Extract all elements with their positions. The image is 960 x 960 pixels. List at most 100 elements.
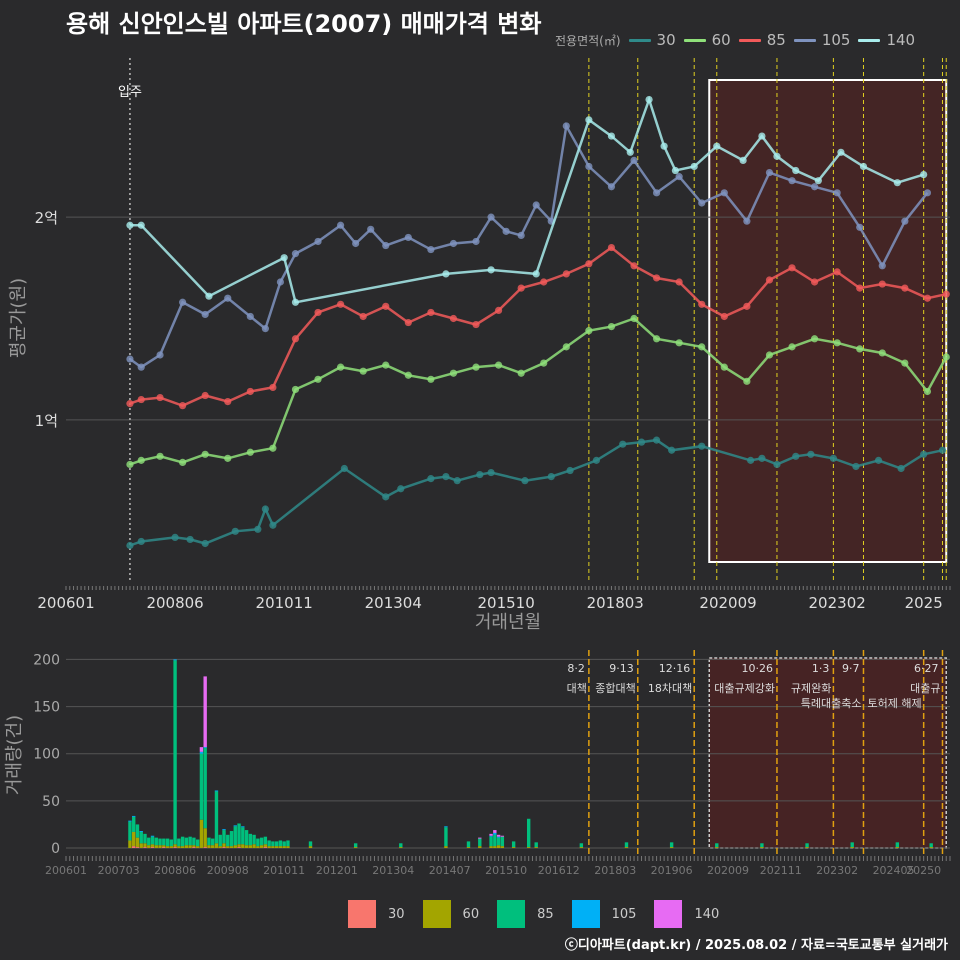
data-point-105 (698, 199, 706, 207)
legend-line-140 (858, 38, 881, 42)
volume-bar-60 (256, 846, 260, 848)
volume-bar-60 (177, 846, 181, 848)
data-point-85 (359, 312, 367, 321)
volume-bar-60 (466, 847, 471, 848)
volume-bar-85 (177, 838, 181, 847)
bar-legend-swatch-140 (654, 900, 683, 928)
volume-bar-30 (135, 847, 140, 848)
data-point-60 (427, 375, 435, 383)
volume-bar-85 (222, 830, 226, 844)
volume-bar-85 (139, 831, 143, 844)
volume-bar-30 (222, 847, 226, 848)
top-x-tick-label: 2025 (905, 594, 943, 612)
bottom-x-tick-label: 201803 (594, 864, 636, 877)
data-point-85 (675, 278, 683, 286)
data-point-105 (179, 298, 187, 306)
volume-bar-85 (715, 843, 719, 848)
data-point-140 (487, 266, 495, 274)
data-point-140 (585, 116, 593, 124)
volume-bar-60 (534, 847, 538, 848)
bar-legend-swatch-60 (422, 900, 451, 928)
policy-annotation-date: 12·16 (659, 662, 691, 675)
policy-annotation-label: 대책 (567, 682, 587, 695)
volume-bar-60 (399, 847, 403, 848)
volume-bar-60 (282, 846, 286, 848)
volume-bar-60 (500, 846, 505, 848)
volume-bar-85 (147, 837, 151, 846)
bar-legend-swatch-30 (348, 900, 376, 928)
data-point-60 (472, 363, 480, 371)
data-point-105 (337, 221, 345, 229)
volume-bar-105 (214, 790, 219, 792)
data-point-30 (269, 521, 277, 529)
data-point-105 (923, 189, 932, 197)
data-point-105 (502, 227, 510, 235)
volume-bar-60 (195, 846, 200, 848)
volume-bar-85 (274, 841, 279, 847)
data-point-85 (698, 300, 706, 308)
policy-annotation-date: 8·2 (567, 662, 585, 675)
volume-bar-85 (143, 833, 147, 844)
volume-bar-60 (150, 844, 155, 848)
volume-bar-105 (173, 659, 177, 661)
volume-bar-60 (135, 837, 140, 848)
data-point-105 (156, 351, 164, 359)
volume-bar-30 (150, 847, 155, 848)
volume-bar-105 (203, 747, 207, 749)
data-point-105 (137, 363, 145, 371)
data-point-105 (449, 239, 458, 248)
data-point-60 (788, 343, 796, 351)
volume-bar-85 (444, 827, 448, 847)
volume-bar-85 (267, 840, 271, 847)
volume-bar-85 (203, 748, 207, 829)
data-point-140 (126, 221, 134, 229)
volume-bar-85 (214, 791, 219, 844)
policy-annotation-date: 9·7 (842, 662, 860, 675)
data-point-105 (382, 241, 390, 250)
volume-bar-85 (207, 837, 211, 846)
volume-bar-60 (308, 846, 313, 848)
bar-legend-item-105: 105 (571, 900, 636, 928)
data-point-60 (382, 361, 390, 369)
data-point-85 (810, 278, 819, 286)
data-point-30 (201, 539, 209, 548)
volume-bar-30 (192, 847, 196, 848)
bottom-x-tick-label: 201612 (538, 864, 580, 877)
bottom-x-tick-label: 20250 (906, 864, 941, 877)
bottom-x-tick-label: 202009 (707, 864, 749, 877)
volume-bar-60 (173, 844, 177, 848)
data-point-60 (675, 339, 683, 347)
top-x-tick-label: 201304 (365, 594, 422, 612)
data-point-30 (792, 452, 800, 460)
data-point-30 (938, 446, 947, 454)
volume-bar-105 (132, 815, 136, 817)
data-point-60 (359, 367, 367, 375)
volume-bar-60 (211, 845, 215, 848)
data-point-105 (487, 213, 495, 221)
data-point-85 (382, 302, 390, 310)
data-point-140 (442, 270, 450, 278)
data-point-105 (517, 231, 525, 239)
data-point-30 (668, 446, 676, 454)
move-in-label: 입주 (118, 85, 142, 100)
volume-bar-140 (478, 837, 482, 839)
data-point-105 (126, 355, 134, 363)
data-point-60 (901, 359, 909, 367)
volume-bar-60 (188, 845, 192, 848)
volume-bar-60 (226, 846, 230, 848)
volume-bar-85 (233, 826, 237, 846)
volume-bar-140 (496, 834, 501, 837)
data-point-105 (630, 156, 638, 164)
data-point-60 (291, 385, 300, 394)
volume-bar-85 (241, 827, 245, 845)
data-point-85 (788, 264, 796, 272)
volume-bar-60 (165, 846, 170, 848)
volume-bar-60 (929, 847, 933, 848)
volume-bar-60 (222, 843, 226, 848)
data-point-105 (901, 217, 909, 225)
volume-bar-85 (184, 837, 189, 846)
data-point-30 (619, 440, 627, 448)
data-point-105 (652, 189, 661, 197)
data-point-105 (291, 250, 300, 258)
